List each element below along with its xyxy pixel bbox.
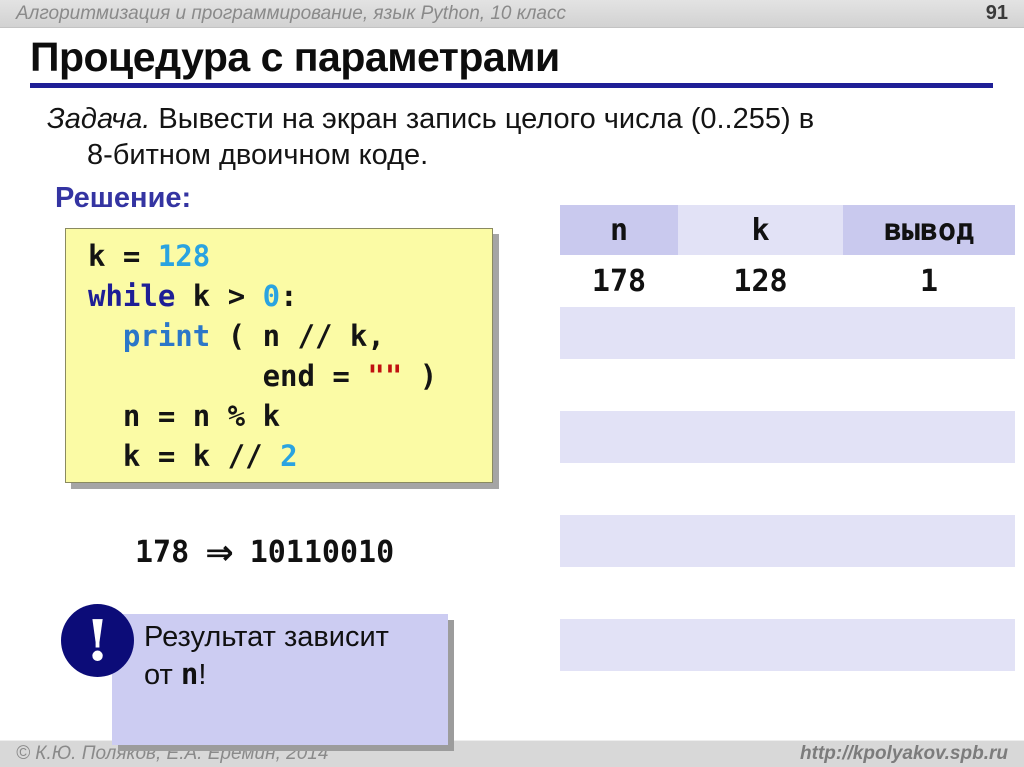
task-statement: Задача. Вывести на экран запись целого ч… — [47, 101, 977, 173]
task-line-1: Задача. Вывести на экран запись целого ч… — [47, 101, 977, 137]
column-header-output: вывод — [843, 205, 1015, 255]
code-line: while k > 0: — [88, 276, 492, 316]
table-cell — [678, 567, 843, 619]
task-label: Задача. — [47, 103, 151, 135]
callout-text: ! — [198, 659, 207, 691]
table-cell — [678, 411, 843, 463]
table-cell — [560, 463, 678, 515]
table-cell — [843, 411, 1015, 463]
table-cell: 1 — [919, 263, 939, 299]
author-website-url: http://kpolyakov.spb.ru — [800, 743, 1008, 764]
code-token-keyword: while — [88, 279, 176, 313]
note-callout: Результат зависит от n! — [112, 614, 448, 745]
code-token: end = — [88, 359, 368, 393]
callout-line-2: от n! — [144, 656, 440, 694]
copyright-text: © К.Ю. Поляков, Е.А. Ерёмин, 2014 — [16, 743, 329, 764]
binary-value: 10110010 — [249, 535, 395, 570]
table-cell — [678, 515, 843, 567]
table-cell — [678, 359, 843, 411]
table-cell — [560, 515, 678, 567]
code-token: k > — [175, 279, 263, 313]
column-header-n: n — [560, 205, 678, 255]
code-line: k = 128 — [88, 236, 492, 276]
table-row — [560, 463, 1015, 515]
table-cell — [843, 567, 1015, 619]
code-token: ( n // k, — [210, 319, 385, 353]
callout-line-1: Результат зависит — [144, 621, 389, 653]
slide-title: Процедура с параметрами — [30, 34, 560, 80]
code-token-number: 0 — [262, 279, 281, 313]
code-line: print ( n // k, — [88, 316, 492, 356]
table-row — [560, 567, 1015, 619]
code-token — [88, 319, 123, 353]
code-token-number: 2 — [280, 439, 298, 473]
table-cell — [678, 619, 843, 671]
table-row — [560, 411, 1015, 463]
table-cell — [560, 411, 678, 463]
code-box: k = 128 while k > 0: print ( n // k, end… — [65, 228, 493, 483]
code-token: n = n % k — [88, 399, 281, 433]
table-cell: 128 — [733, 263, 788, 299]
callout-text: от — [144, 659, 181, 691]
column-header-k: k — [678, 205, 843, 255]
table-row — [560, 359, 1015, 411]
course-title: Алгоритмизация и программирование, язык … — [16, 2, 566, 24]
table-cell — [560, 567, 678, 619]
code-line: n = n % k — [88, 396, 492, 436]
table-cell — [678, 307, 843, 359]
task-text: Вывести на экран запись целого числа (0.… — [150, 103, 815, 135]
code-token: ) — [402, 359, 438, 393]
table-cell: 178 — [591, 263, 647, 299]
variable-n: n — [180, 657, 199, 691]
code-token-number: 128 — [157, 239, 211, 273]
binary-conversion-example: 178 ⇒ 10110010 — [135, 535, 394, 570]
trace-table: n k вывод 178 128 1 — [560, 205, 1015, 671]
slide-footer-bar: © К.Ю. Поляков, Е.А. Ерёмин, 2014 http:/… — [0, 740, 1024, 767]
table-row — [560, 619, 1015, 671]
trace-table-header-row: n k вывод — [560, 205, 1015, 255]
code-line: end = "" ) — [88, 356, 492, 396]
page-number: 91 — [985, 2, 1008, 24]
table-cell — [843, 619, 1015, 671]
task-line-2: 8-битном двоичном коде. — [87, 139, 429, 171]
table-cell — [843, 515, 1015, 567]
table-cell — [560, 359, 678, 411]
exclamation-icon: ! — [61, 604, 134, 677]
code-token: k = — [88, 239, 158, 273]
table-cell — [843, 359, 1015, 411]
table-cell — [560, 307, 678, 359]
code-token: k = k // — [88, 439, 281, 473]
slide-header-bar: Алгоритмизация и программирование, язык … — [0, 0, 1024, 28]
table-cell — [560, 619, 678, 671]
title-underline — [30, 83, 993, 88]
code-line: k = k // 2 — [88, 436, 492, 476]
code-token-string: "" — [367, 359, 403, 393]
code-token: : — [280, 279, 298, 313]
table-row — [560, 307, 1015, 359]
table-row: 178 128 1 — [560, 255, 1015, 307]
table-cell — [678, 463, 843, 515]
table-cell — [843, 463, 1015, 515]
code-token-function: print — [122, 319, 211, 353]
decimal-value: 178 — [135, 535, 190, 570]
double-arrow-icon: ⇒ — [205, 532, 234, 573]
table-cell — [843, 307, 1015, 359]
solution-label: Решение: — [55, 182, 192, 214]
table-row — [560, 515, 1015, 567]
